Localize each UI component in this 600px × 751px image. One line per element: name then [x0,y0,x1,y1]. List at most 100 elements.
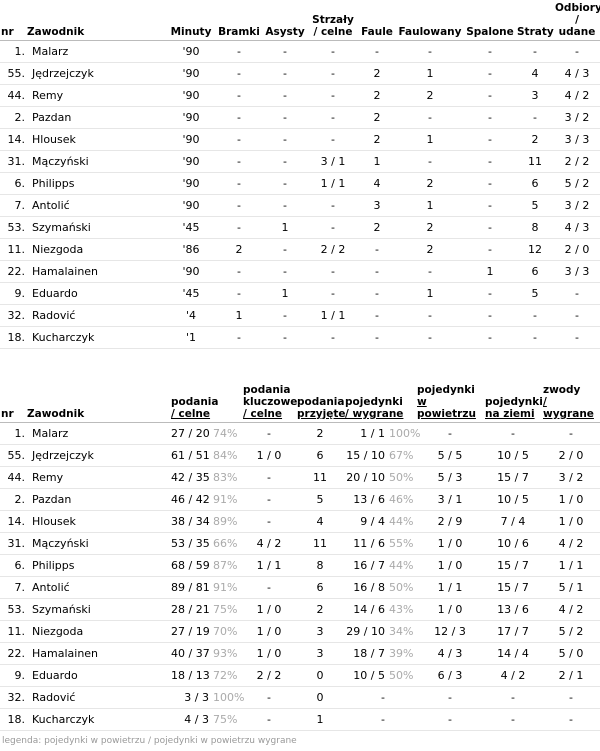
header-ground-line1: pojedynki [485,396,543,408]
cell-offsides: - [464,282,516,305]
match-stats-table: nr Zawodnik Minuty Bramki Asysty Strzały… [0,2,600,349]
header-nr[interactable]: nr [0,378,26,423]
passes-value: 46 / 42 [171,493,210,506]
cell-key-passes: 1 / 0 [242,620,296,643]
table-row: 44. Remy 42 / 35 83% -11 20 / 10 50% 5 / 3 15 / … [0,466,600,489]
cell-passes: 53 / 35 66% [170,532,242,555]
passes-percent: 87% [213,559,238,572]
passes-percent: 66% [213,537,238,550]
duels-percent: 50% [389,471,414,484]
header-nr[interactable]: nr [0,2,26,41]
header-offsides[interactable]: Spalone [464,2,516,41]
cell-assists: - [262,128,308,151]
cell-nr: 9. [0,664,26,687]
cell-player-name: Antolić [26,194,166,217]
cell-player-name: Jędrzejczyk [26,62,166,85]
header-shots[interactable]: Strzały / celne [308,2,358,41]
cell-passes: 27 / 19 70% [170,620,242,643]
header-player[interactable]: Zawodnik [26,378,170,423]
cell-duels: 1 / 1 100% [344,422,420,445]
cell-nr: 14. [0,510,26,533]
header-passes[interactable]: podania / celne [170,378,242,423]
cell-player-name: Radović [26,304,166,327]
passes-percent: 74% [213,427,238,440]
cell-nr: 55. [0,444,26,467]
cell-key-passes: - [242,708,296,731]
cell-player-name: Malarz [26,40,166,63]
cell-losses: - [516,106,554,129]
cell-player-name: Remy [26,466,170,489]
cell-aerial-duels: 6 / 3 [416,664,484,687]
header-fouls[interactable]: Faule [358,2,396,41]
cell-nr: 6. [0,554,26,577]
header-dribbles[interactable]: zwody / wygrane [542,378,600,423]
cell-player-name: Jędrzejczyk [26,444,170,467]
cell-nr: 55. [0,62,26,85]
cell-losses: 6 [516,260,554,283]
header-assists[interactable]: Asysty [262,2,308,41]
cell-nr: 6. [0,172,26,195]
cell-fouled: 1 [396,128,464,151]
cell-duels: 9 / 4 44% [344,510,416,533]
duels-percent [385,691,389,704]
header-key-line1: podania [243,384,291,396]
cell-aerial-duels: 5 / 5 [416,444,484,467]
header-fouled[interactable]: Faulowany [396,2,464,41]
cell-goals: - [216,128,262,151]
duels-percent: 100% [389,427,421,440]
header-ground-duels[interactable]: pojedynki na ziemi [484,378,543,423]
header-recoveries-line1: Odbiory [555,2,600,14]
cell-key-passes: - [242,422,296,445]
header-recoveries[interactable]: Odbiory / udane [554,2,600,41]
cell-shots: - [308,84,358,107]
cell-fouls: - [358,40,396,63]
cell-duels: 11 / 6 55% [344,532,416,555]
cell-nr: 14. [0,128,26,151]
cell-aerial-duels: 12 / 3 [416,620,484,643]
cell-shots: - [308,194,358,217]
table-row: 11. Niezgoda '86 2-2 / 2-2-12 2 / 0 [0,238,600,261]
cell-recoveries: 2 / 0 [554,238,600,261]
header-received[interactable]: podania przyjęte [296,378,346,423]
cell-goals: - [216,150,262,173]
cell-recoveries: - [554,304,600,327]
cell-nr: 44. [0,84,26,107]
table-row: 18. Kucharczyk 4 / 3 75% -1- - - - [0,708,600,731]
header-minutes[interactable]: Minuty [166,2,216,41]
header-duels[interactable]: pojedynki / wygrane [344,378,416,423]
cell-minutes: '90 [166,194,216,217]
cell-ground-duels: 15 / 7 [484,466,542,489]
cell-losses: 4 [516,62,554,85]
cell-ground-duels: 13 / 6 [484,598,542,621]
table-row: 22. Hamalainen '90- - - - -1 6 3 / 3 [0,260,600,283]
cell-aerial-duels: 1 / 0 [416,598,484,621]
cell-goals: - [216,194,262,217]
cell-received: 6 [296,576,344,599]
cell-assists: - [262,326,308,349]
cell-aerial-duels: 1 / 1 [416,576,484,599]
header-dribbles-line2: / wygrane [543,396,594,420]
cell-fouled: 2 [396,216,464,239]
header-losses[interactable]: Straty [516,2,554,41]
cell-losses: 5 [516,194,554,217]
cell-fouled: - [396,304,464,327]
cell-fouled: 1 [396,62,464,85]
cell-dribbles: 1 / 0 [542,488,600,511]
cell-fouls: 2 [358,106,396,129]
header-goals[interactable]: Bramki [216,2,262,41]
header-passes-line1: podania [171,396,219,408]
cell-aerial-duels: - [416,686,484,709]
header-aerial-duels[interactable]: pojedynki w powietrzu [416,378,484,423]
cell-offsides: - [464,216,516,239]
cell-goals: - [216,172,262,195]
passes-value: 28 / 21 [171,603,210,616]
duels-percent [385,713,389,726]
table-row: 18. Kucharczyk '1- - - - - - - - [0,326,600,349]
cell-duels: 20 / 10 50% [344,466,416,489]
cell-assists: - [262,172,308,195]
header-player[interactable]: Zawodnik [26,2,166,41]
cell-aerial-duels: - [416,422,484,445]
cell-shots: 2 / 2 [308,238,358,261]
header-key-passes[interactable]: podania kluczowe / celne [242,378,297,423]
cell-ground-duels: 7 / 4 [484,510,542,533]
